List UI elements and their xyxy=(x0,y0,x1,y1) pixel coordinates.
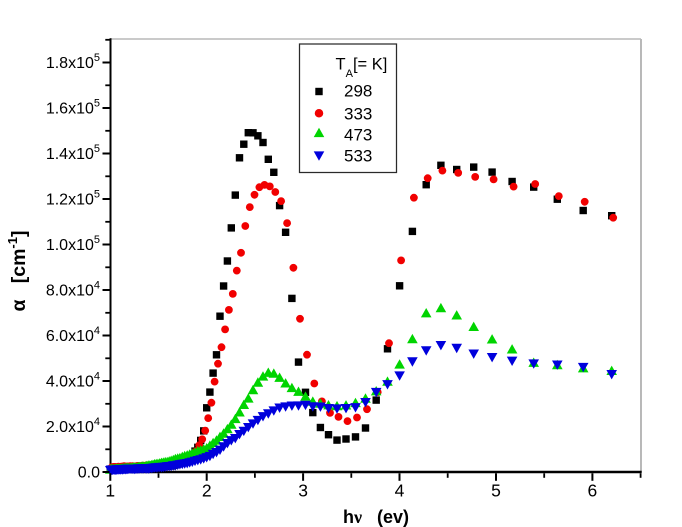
svg-text:1: 1 xyxy=(105,481,115,501)
svg-text:hν (ev): hν (ev) xyxy=(343,507,409,527)
svg-text:0.0: 0.0 xyxy=(78,465,100,482)
svg-text:5: 5 xyxy=(491,481,501,501)
svg-text:533: 533 xyxy=(344,146,372,165)
svg-text:1.8x105: 1.8x105 xyxy=(46,52,100,72)
svg-text:6: 6 xyxy=(588,481,598,501)
svg-text:2: 2 xyxy=(202,481,212,501)
svg-text:1.6x105: 1.6x105 xyxy=(46,98,100,118)
svg-text:6.0x104: 6.0x104 xyxy=(46,325,100,345)
svg-text:1.4x105: 1.4x105 xyxy=(46,143,100,163)
svg-text:1.0x105: 1.0x105 xyxy=(46,234,100,254)
svg-text:3: 3 xyxy=(298,481,308,501)
svg-text:298: 298 xyxy=(344,81,372,100)
svg-text:4: 4 xyxy=(395,481,405,501)
svg-text:1.2x105: 1.2x105 xyxy=(46,189,100,209)
svg-text:4.0x104: 4.0x104 xyxy=(46,371,100,391)
svg-text:473: 473 xyxy=(344,126,372,145)
svg-text:2.0x104: 2.0x104 xyxy=(46,416,100,436)
svg-text:333: 333 xyxy=(344,104,372,123)
svg-text:8.0x104: 8.0x104 xyxy=(46,280,100,300)
